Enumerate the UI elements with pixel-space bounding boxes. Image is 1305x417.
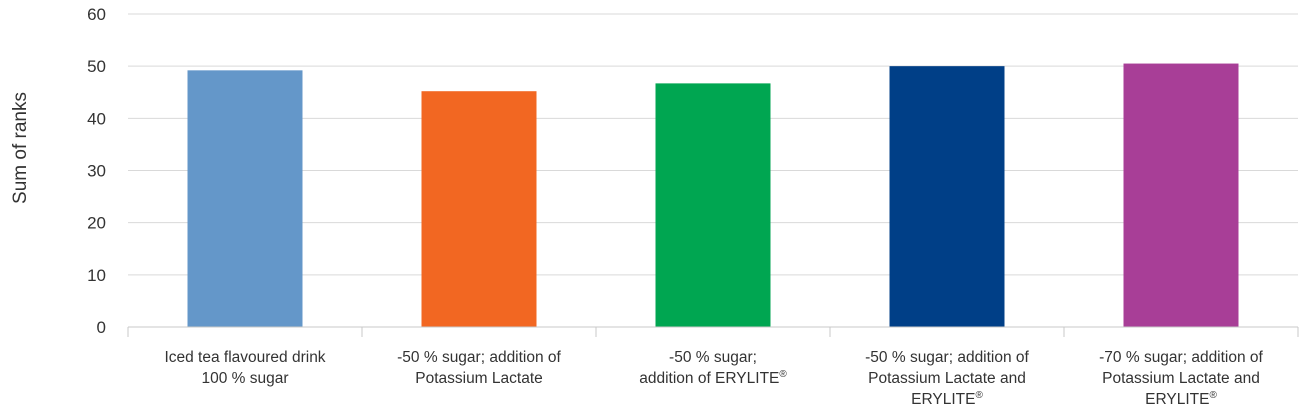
y-tick-label: 30 — [87, 162, 106, 181]
bar — [421, 91, 537, 327]
y-tick-label: 40 — [87, 109, 106, 128]
x-category-label: -50 % sugar; addition of Potassium Lactat… — [397, 349, 561, 387]
bars — [187, 63, 1239, 328]
x-category-label: Iced tea flavoured drink 100 % sugar — [164, 349, 325, 387]
x-category-label: -50 % sugar; addition of Potassium Lactat… — [865, 349, 1029, 408]
category-labels: Iced tea flavoured drink 100 % sugar -50 %… — [164, 349, 1263, 408]
y-tick-label: 20 — [87, 214, 106, 233]
bar — [187, 70, 303, 327]
bar — [1123, 63, 1239, 327]
y-axis-label: Sum of ranks — [10, 92, 31, 204]
y-tick-label: 50 — [87, 57, 106, 76]
bar — [655, 83, 771, 327]
bar — [889, 66, 1005, 328]
x-category-label: -50 % sugar;addition of ERYLITE®​ — [639, 349, 787, 387]
y-tick-label: 0 — [97, 318, 106, 337]
y-tick-label: 60 — [87, 5, 106, 24]
y-tick-label: 10 — [87, 266, 106, 285]
y-axis-ticks: 0 10 20 30 40 50 60 — [87, 5, 106, 337]
x-axis — [127, 326, 1299, 337]
x-category-label: -70 % sugar; addition of Potassium Lactat… — [1099, 349, 1263, 408]
